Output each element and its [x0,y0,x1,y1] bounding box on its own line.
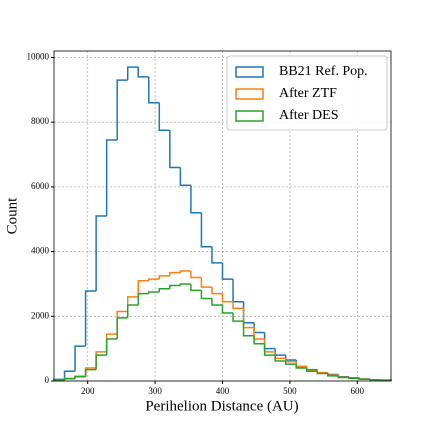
histogram-step [274,355,286,362]
y-tick-label: 8000 [31,116,50,126]
histogram-step [137,67,149,78]
histogram-step [74,345,86,372]
histogram-step [63,377,76,381]
histogram-step [116,317,128,339]
histogram-step [169,284,181,289]
histogram-step [221,304,234,314]
histogram-step [274,348,286,356]
histogram-step [137,279,149,297]
histogram-step [316,371,328,375]
histogram-step [200,290,212,300]
histogram-step [306,368,318,373]
histogram-step [148,278,160,281]
histogram-step [221,293,234,303]
legend-label: After DES [279,108,339,123]
histogram-step [263,343,276,356]
x-tick-label: 400 [216,386,230,396]
histogram-step [232,313,244,322]
histogram-step [200,277,212,288]
histogram-step [116,310,128,335]
legend-swatch [235,66,264,78]
histogram-step [284,355,297,361]
legend-label: After ZTF [279,86,337,101]
histogram-step [337,375,349,379]
histogram-step [253,322,265,334]
y-tick-label: 4000 [31,246,50,256]
histogram-step [284,360,297,365]
histogram-step [105,338,118,356]
y-tick-label: 10000 [27,52,50,62]
histogram-step [158,275,170,280]
histogram-step [179,283,191,286]
legend-box [226,55,388,131]
histogram-step [327,372,339,376]
histogram-step [306,366,318,371]
histogram-step [105,139,118,216]
histogram-step [295,364,307,369]
histogram-step [126,66,139,81]
histogram-step [126,296,139,312]
y-tick-label: 6000 [31,181,50,191]
histogram-step [295,361,307,368]
histogram-step [232,301,244,309]
histogram-step [95,351,107,369]
histogram-step [211,287,223,295]
y-tick-label: 0 [45,375,50,385]
histogram-step [190,283,202,292]
histogram-step [190,271,202,279]
histogram-step [84,290,97,347]
histogram-step [242,321,255,337]
histogram-step [179,167,191,187]
histogram-step [221,262,234,280]
histogram-step [63,370,76,380]
x-tick-label: 500 [283,386,297,396]
histogram-step [169,271,181,276]
x-tick-label: 200 [81,386,95,396]
histogram-step [369,379,381,381]
histogram-step [95,354,107,370]
histogram-step [158,288,170,293]
histogram-step [148,76,160,104]
histogram-step [126,304,139,318]
x-axis-label: Perihelion Distance (AU) [145,398,298,414]
histogram-step [242,301,255,324]
legend-swatch [235,88,264,100]
histogram-step [158,102,170,132]
x-tick-label: 600 [351,386,365,396]
histogram-step [148,291,160,294]
legend-label: BB21 Ref. Pop. [279,64,368,79]
histogram-step [211,298,223,306]
histogram-step [169,130,181,169]
histogram-step [116,79,128,140]
y-tick-label: 2000 [31,310,50,320]
histogram-step [84,368,97,377]
histogram-step [211,246,223,264]
histogram-step [137,292,149,305]
histogram-step [95,215,107,292]
histogram-step [263,332,276,350]
histogram-step [253,335,265,345]
histogram-step [327,373,339,377]
histogram-step [105,333,118,352]
y-axis-label: Count [4,197,20,235]
histogram-step [306,366,318,372]
histogram-step [242,308,255,329]
histogram-step [316,370,328,374]
histogram-step [295,359,307,368]
legend-swatch [235,110,264,122]
histogram-step [358,378,370,380]
x-tick-label: 300 [148,386,162,396]
histogram-step [74,376,86,379]
histogram-step [348,377,360,380]
histogram-step [200,212,212,248]
histogram-step [263,338,276,353]
plot-frame [53,50,392,382]
histogram-step [190,185,202,214]
histogram-step [232,279,244,303]
histogram-step [253,327,265,340]
histogram-step [179,270,191,273]
